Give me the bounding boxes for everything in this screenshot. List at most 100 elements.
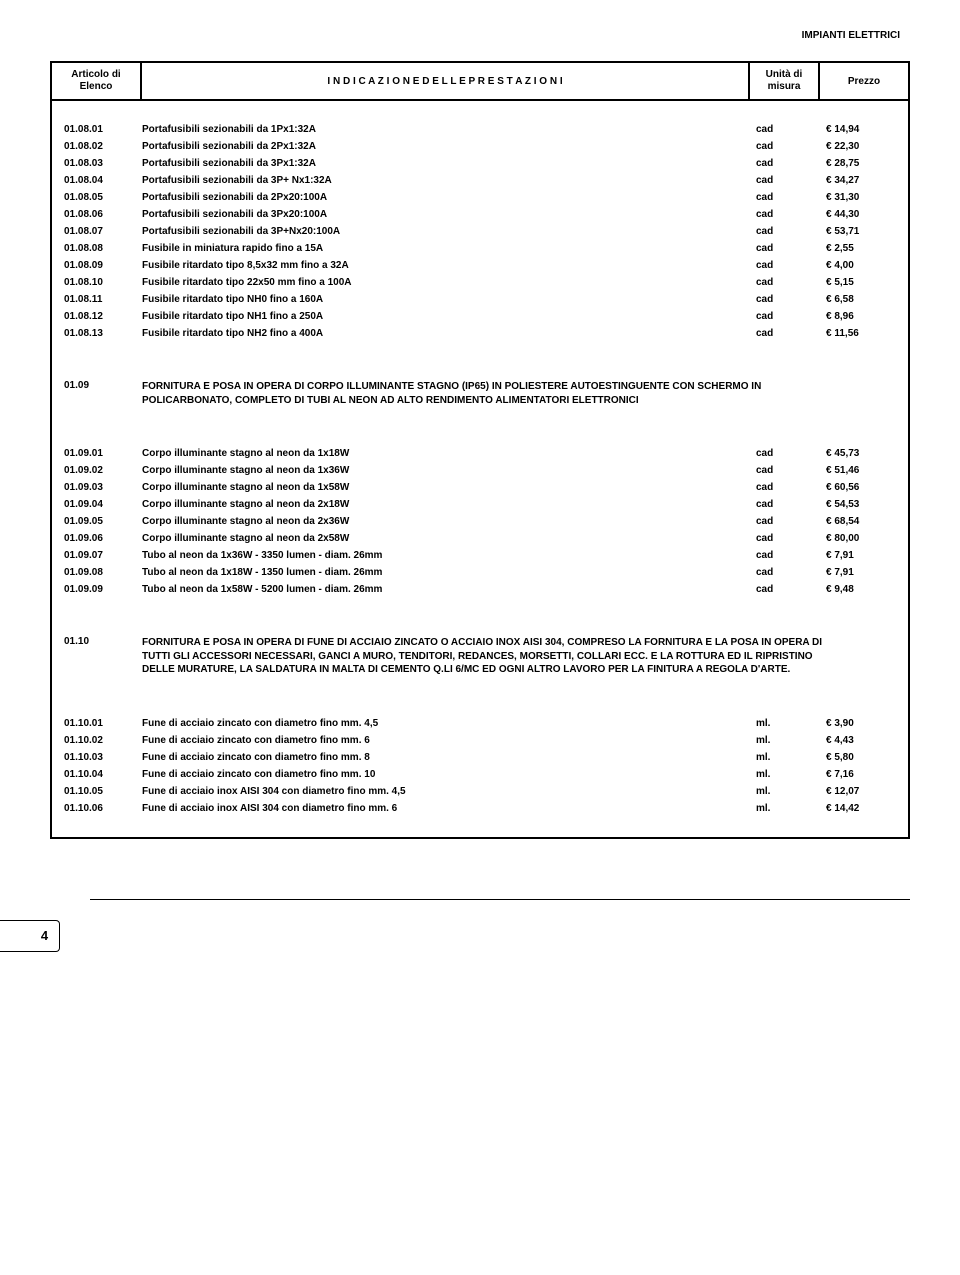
- cell-price: € 7,91: [818, 567, 908, 578]
- table-body: 01.08.01Portafusibili sezionabili da 1Px…: [52, 101, 908, 837]
- table-row: 01.10.06Fune di acciaio inox AISI 304 co…: [52, 800, 908, 817]
- cell-unit: cad: [748, 277, 818, 288]
- cell-desc: Portafusibili sezionabili da 3Px1:32A: [142, 158, 748, 169]
- cell-price: € 28,75: [818, 158, 908, 169]
- col-article-l1: Articolo di: [56, 69, 136, 81]
- cell-price: € 45,73: [818, 448, 908, 459]
- col-description: I N D I C A Z I O N E D E L L E P R E S …: [141, 62, 749, 100]
- cell-unit: ml.: [748, 786, 818, 797]
- cell-code: 01.10.02: [52, 735, 142, 746]
- table-row: 01.08.10Fusibile ritardato tipo 22x50 mm…: [52, 274, 908, 291]
- cell-unit: cad: [748, 294, 818, 305]
- table-row: 01.08.09Fusibile ritardato tipo 8,5x32 m…: [52, 257, 908, 274]
- cell-code: 01.10.04: [52, 769, 142, 780]
- table-row: 01.10.03Fune di acciaio zincato con diam…: [52, 749, 908, 766]
- cell-desc: Corpo illuminante stagno al neon da 1x58…: [142, 482, 748, 493]
- cell-unit: cad: [748, 584, 818, 595]
- section-desc: FORNITURA E POSA IN OPERA DI CORPO ILLUM…: [142, 380, 908, 407]
- cell-unit: cad: [748, 226, 818, 237]
- cell-code: 01.09.02: [52, 465, 142, 476]
- cell-code: 01.09.08: [52, 567, 142, 578]
- cell-price: € 7,16: [818, 769, 908, 780]
- col-unit: Unità di misura: [749, 62, 819, 100]
- cell-desc: Portafusibili sezionabili da 3P+ Nx1:32A: [142, 175, 748, 186]
- cell-desc: Fusibile ritardato tipo 8,5x32 mm fino a…: [142, 260, 748, 271]
- cell-price: € 6,58: [818, 294, 908, 305]
- cell-price: € 44,30: [818, 209, 908, 220]
- col-unit-l1: Unità di: [754, 69, 814, 81]
- cell-price: € 14,94: [818, 124, 908, 135]
- table-row: 01.09.04Corpo illuminante stagno al neon…: [52, 496, 908, 513]
- cell-code: 01.10.05: [52, 786, 142, 797]
- cell-price: € 4,00: [818, 260, 908, 271]
- cell-desc: Fusibile ritardato tipo NH0 fino a 160A: [142, 294, 748, 305]
- cell-desc: Tubo al neon da 1x58W - 5200 lumen - dia…: [142, 584, 748, 595]
- table-row: 01.08.03Portafusibili sezionabili da 3Px…: [52, 155, 908, 172]
- cell-code: 01.08.11: [52, 294, 142, 305]
- cell-price: € 12,07: [818, 786, 908, 797]
- cell-desc: Corpo illuminante stagno al neon da 2x18…: [142, 499, 748, 510]
- cell-desc: Fusibile in miniatura rapido fino a 15A: [142, 243, 748, 254]
- cell-code: 01.10.01: [52, 718, 142, 729]
- cell-desc: Corpo illuminante stagno al neon da 1x36…: [142, 465, 748, 476]
- table-row: 01.08.12Fusibile ritardato tipo NH1 fino…: [52, 308, 908, 325]
- cell-unit: ml.: [748, 752, 818, 763]
- cell-code: 01.08.09: [52, 260, 142, 271]
- cell-unit: cad: [748, 567, 818, 578]
- price-table: Articolo di Elenco I N D I C A Z I O N E…: [50, 61, 910, 839]
- footer-rule: [90, 899, 910, 900]
- cell-unit: cad: [748, 124, 818, 135]
- table-row: 01.09.06Corpo illuminante stagno al neon…: [52, 530, 908, 547]
- table-row: 01.08.07Portafusibili sezionabili da 3P+…: [52, 223, 908, 240]
- footer: 4: [50, 899, 910, 952]
- table-row: 01.10.01Fune di acciaio zincato con diam…: [52, 715, 908, 732]
- cell-code: 01.09.07: [52, 550, 142, 561]
- cell-unit: cad: [748, 192, 818, 203]
- cell-code: 01.09.09: [52, 584, 142, 595]
- table-row: 01.08.06Portafusibili sezionabili da 3Px…: [52, 206, 908, 223]
- table-row: 01.09.03Corpo illuminante stagno al neon…: [52, 479, 908, 496]
- cell-unit: cad: [748, 550, 818, 561]
- cell-unit: cad: [748, 482, 818, 493]
- cell-desc: Tubo al neon da 1x36W - 3350 lumen - dia…: [142, 550, 748, 561]
- cell-price: € 5,15: [818, 277, 908, 288]
- cell-code: 01.08.04: [52, 175, 142, 186]
- cell-desc: Tubo al neon da 1x18W - 1350 lumen - dia…: [142, 567, 748, 578]
- cell-unit: cad: [748, 533, 818, 544]
- cell-desc: Corpo illuminante stagno al neon da 2x36…: [142, 516, 748, 527]
- cell-price: € 31,30: [818, 192, 908, 203]
- cell-unit: cad: [748, 499, 818, 510]
- section-row: 01.09FORNITURA E POSA IN OPERA DI CORPO …: [52, 377, 908, 410]
- col-price: Prezzo: [819, 62, 909, 100]
- cell-price: € 2,55: [818, 243, 908, 254]
- table-row: 01.10.05Fune di acciaio inox AISI 304 co…: [52, 783, 908, 800]
- cell-desc: Fune di acciaio zincato con diametro fin…: [142, 735, 748, 746]
- cell-desc: Corpo illuminante stagno al neon da 1x18…: [142, 448, 748, 459]
- cell-code: 01.08.13: [52, 328, 142, 339]
- cell-desc: Fune di acciaio inox AISI 304 con diamet…: [142, 803, 748, 814]
- page-number: 4: [0, 920, 60, 952]
- cell-price: € 3,90: [818, 718, 908, 729]
- table-row: 01.09.07Tubo al neon da 1x36W - 3350 lum…: [52, 547, 908, 564]
- cell-desc: Fusibile ritardato tipo NH2 fino a 400A: [142, 328, 748, 339]
- cell-code: 01.10.03: [52, 752, 142, 763]
- cell-price: € 68,54: [818, 516, 908, 527]
- cell-code: 01.08.05: [52, 192, 142, 203]
- cell-price: € 54,53: [818, 499, 908, 510]
- cell-unit: cad: [748, 260, 818, 271]
- col-unit-l2: misura: [754, 81, 814, 93]
- cell-unit: ml.: [748, 718, 818, 729]
- cell-code: 01.08.03: [52, 158, 142, 169]
- cell-code: 01.09.05: [52, 516, 142, 527]
- col-article: Articolo di Elenco: [51, 62, 141, 100]
- cell-price: € 22,30: [818, 141, 908, 152]
- cell-desc: Fune di acciaio inox AISI 304 con diamet…: [142, 786, 748, 797]
- table-row: 01.08.08Fusibile in miniatura rapido fin…: [52, 240, 908, 257]
- table-row: 01.08.01Portafusibili sezionabili da 1Px…: [52, 121, 908, 138]
- cell-price: € 4,43: [818, 735, 908, 746]
- cell-price: € 7,91: [818, 550, 908, 561]
- cell-price: € 14,42: [818, 803, 908, 814]
- table-row: 01.09.08Tubo al neon da 1x18W - 1350 lum…: [52, 564, 908, 581]
- table-row: 01.09.02Corpo illuminante stagno al neon…: [52, 462, 908, 479]
- cell-code: 01.09.03: [52, 482, 142, 493]
